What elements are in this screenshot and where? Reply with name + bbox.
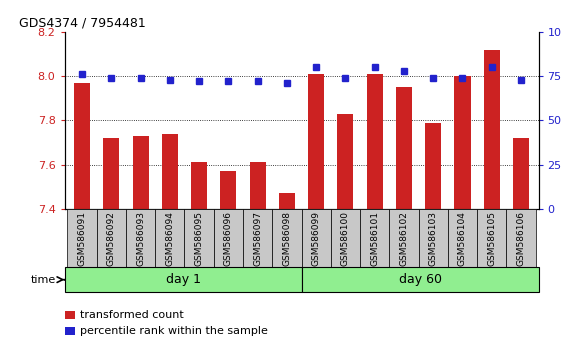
Bar — [389, 209, 419, 267]
Text: GSM586095: GSM586095 — [195, 211, 204, 266]
Bar — [155, 209, 185, 267]
Bar — [74, 83, 90, 209]
Text: GSM586093: GSM586093 — [136, 211, 145, 266]
Text: GSM586094: GSM586094 — [165, 211, 174, 266]
Bar — [214, 209, 243, 267]
Bar — [448, 209, 477, 267]
Text: GSM586096: GSM586096 — [224, 211, 233, 266]
Bar — [477, 209, 507, 267]
Text: transformed count: transformed count — [80, 310, 184, 320]
Text: GSM586101: GSM586101 — [370, 211, 379, 266]
Bar — [250, 162, 266, 209]
Text: day 60: day 60 — [398, 273, 442, 286]
Text: GSM586105: GSM586105 — [488, 211, 496, 266]
Bar — [425, 122, 442, 209]
Bar — [301, 267, 539, 292]
Text: GSM586097: GSM586097 — [253, 211, 262, 266]
Bar — [132, 136, 149, 209]
Text: GSM586098: GSM586098 — [282, 211, 291, 266]
Text: GDS4374 / 7954481: GDS4374 / 7954481 — [20, 16, 146, 29]
Bar — [65, 267, 301, 292]
Bar — [454, 76, 471, 209]
Bar — [272, 209, 301, 267]
Bar — [220, 171, 236, 209]
Bar — [67, 209, 96, 267]
Bar — [302, 209, 331, 267]
Text: GSM586104: GSM586104 — [458, 211, 467, 266]
Text: GSM586091: GSM586091 — [77, 211, 86, 266]
Text: percentile rank within the sample: percentile rank within the sample — [80, 326, 268, 336]
Bar — [513, 138, 529, 209]
Bar — [484, 50, 500, 209]
Text: GSM586102: GSM586102 — [399, 211, 408, 266]
Bar — [507, 209, 536, 267]
Bar — [96, 209, 126, 267]
Text: GSM586099: GSM586099 — [312, 211, 321, 266]
Text: time: time — [31, 275, 56, 285]
Bar — [103, 138, 119, 209]
Bar — [185, 209, 214, 267]
Bar — [65, 327, 75, 335]
Bar — [396, 87, 412, 209]
Text: GSM586092: GSM586092 — [107, 211, 116, 266]
Bar — [162, 133, 178, 209]
Bar — [419, 209, 448, 267]
Bar — [337, 114, 353, 209]
Bar — [308, 74, 324, 209]
Bar — [331, 209, 360, 267]
Bar — [191, 162, 207, 209]
Bar — [279, 193, 295, 209]
Bar — [65, 311, 75, 319]
Text: GSM586106: GSM586106 — [517, 211, 526, 266]
Text: GSM586103: GSM586103 — [429, 211, 438, 266]
Bar — [126, 209, 155, 267]
Bar — [367, 74, 383, 209]
Bar — [360, 209, 389, 267]
Text: GSM586100: GSM586100 — [341, 211, 350, 266]
Bar — [243, 209, 272, 267]
Text: day 1: day 1 — [165, 273, 200, 286]
